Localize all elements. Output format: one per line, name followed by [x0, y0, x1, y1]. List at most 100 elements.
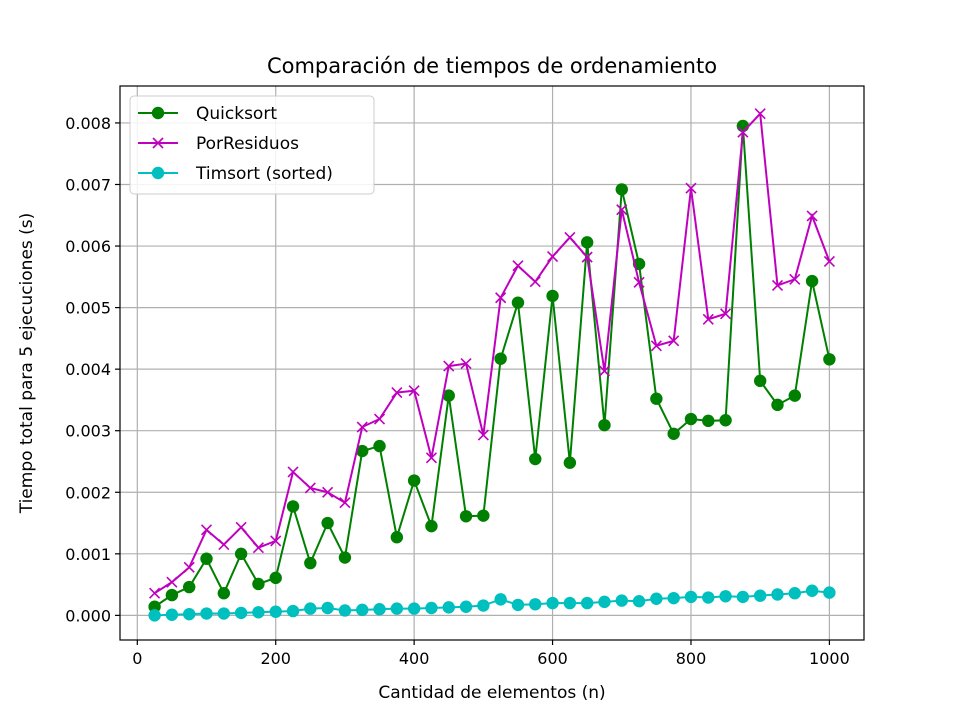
data-point-porresiduos [460, 358, 472, 370]
data-point-quicksort [563, 456, 577, 469]
data-point-porresiduos [218, 539, 230, 551]
data-point-quicksort [252, 577, 265, 591]
data-point-quicksort [321, 516, 334, 530]
data-point-quicksort [788, 389, 801, 402]
data-point-quicksort [598, 418, 611, 432]
series-line-porresiduos [154, 111, 831, 595]
data-point-timsort-sorted [321, 601, 334, 615]
y-tick-label: 0.004 [65, 360, 111, 379]
data-point-quicksort [494, 352, 507, 365]
data-point-timsort-sorted [615, 594, 628, 607]
data-point-timsort-sorted [425, 601, 438, 615]
data-point-timsort-sorted [252, 606, 265, 619]
legend-label: Timsort (sorted) [195, 164, 333, 184]
data-point-timsort-sorted [373, 603, 386, 616]
x-axis-label: Cantidad de elementos (n) [378, 683, 605, 703]
data-point-porresiduos [477, 429, 489, 441]
data-point-timsort-sorted [788, 587, 801, 600]
data-point-timsort-sorted [632, 595, 646, 608]
x-tick-label: 800 [676, 649, 707, 668]
data-point-quicksort [390, 531, 404, 544]
data-point-quicksort [286, 500, 300, 513]
data-point-timsort-sorted [148, 609, 161, 622]
data-point-timsort-sorted [338, 604, 352, 617]
data-point-timsort-sorted [390, 602, 404, 615]
data-point-timsort-sorted [286, 604, 300, 618]
data-point-quicksort [511, 296, 525, 309]
series-line-timsort-sorted [154, 589, 830, 617]
data-point-timsort-sorted [667, 591, 680, 605]
data-point-porresiduos [823, 255, 835, 267]
x-tick-label: 200 [260, 649, 291, 668]
legend-entry: Timsort (sorted) [138, 164, 333, 184]
data-point-quicksort [615, 183, 628, 196]
x-tick-label: 0 [132, 649, 142, 668]
data-point-quicksort [529, 452, 542, 466]
data-point-quicksort [338, 551, 352, 564]
data-point-quicksort [442, 389, 455, 402]
data-point-porresiduos [166, 576, 178, 588]
legend-entry: Quicksort [138, 104, 277, 124]
data-point-timsort-sorted [563, 596, 577, 610]
y-tick-label: 0.002 [65, 483, 111, 502]
data-point-porresiduos [200, 524, 213, 536]
data-point-porresiduos [616, 204, 628, 216]
data-point-timsort-sorted [494, 593, 507, 606]
y-tick-label: 0.008 [65, 114, 111, 133]
data-point-porresiduos [685, 182, 697, 194]
legend-entry: PorResiduos [138, 134, 299, 154]
data-point-timsort-sorted [771, 588, 784, 601]
data-point-porresiduos [408, 385, 420, 397]
data-point-timsort-sorted [407, 602, 421, 615]
data-point-timsort-sorted [529, 598, 542, 611]
legend-swatch-marker [151, 166, 165, 180]
data-point-quicksort [373, 439, 386, 453]
data-point-quicksort [304, 556, 317, 570]
legend: Quicksort PorResiduos Timsort (sorted) [129, 95, 375, 195]
data-point-quicksort [719, 414, 732, 427]
data-point-timsort-sorted [165, 608, 179, 621]
data-point-porresiduos [771, 279, 784, 292]
data-point-quicksort [546, 289, 559, 303]
series-layer [148, 108, 836, 622]
series-quicksort [148, 119, 836, 613]
data-point-timsort-sorted [442, 601, 455, 614]
data-point-timsort-sorted [702, 591, 715, 604]
data-point-porresiduos [339, 497, 351, 509]
data-point-porresiduos [270, 535, 282, 547]
data-point-quicksort [200, 552, 213, 565]
data-point-quicksort [477, 509, 490, 522]
data-point-timsort-sorted [546, 596, 559, 610]
series-line-quicksort [154, 125, 831, 608]
x-tick-label: 1000 [809, 649, 850, 668]
data-point-timsort-sorted [477, 599, 490, 612]
data-point-quicksort [650, 392, 663, 405]
data-point-timsort-sorted [736, 590, 750, 604]
data-point-quicksort [823, 353, 836, 366]
data-point-porresiduos [149, 587, 161, 599]
data-point-quicksort [356, 444, 369, 458]
y-tick-label: 0.001 [65, 545, 111, 564]
x-tick-label: 400 [399, 649, 430, 668]
data-point-timsort-sorted [217, 607, 231, 620]
chart-title: Comparación de tiempos de ordenamiento [267, 54, 717, 78]
data-point-porresiduos [304, 482, 316, 494]
data-point-quicksort [234, 547, 248, 561]
data-point-porresiduos [702, 313, 714, 325]
data-point-porresiduos [581, 251, 593, 263]
data-point-porresiduos [235, 521, 247, 533]
data-point-quicksort [148, 600, 161, 613]
data-point-quicksort [771, 398, 784, 412]
data-point-porresiduos [322, 486, 334, 498]
data-point-porresiduos [391, 386, 403, 399]
data-point-porresiduos [529, 276, 541, 288]
data-point-porresiduos [598, 365, 611, 377]
data-point-timsort-sorted [823, 586, 836, 599]
data-point-quicksort [580, 236, 594, 249]
data-point-timsort-sorted [580, 596, 594, 610]
data-point-timsort-sorted [650, 592, 663, 605]
data-point-porresiduos [252, 542, 264, 554]
legend-label: Quicksort [196, 104, 277, 124]
data-point-timsort-sorted [598, 595, 611, 609]
